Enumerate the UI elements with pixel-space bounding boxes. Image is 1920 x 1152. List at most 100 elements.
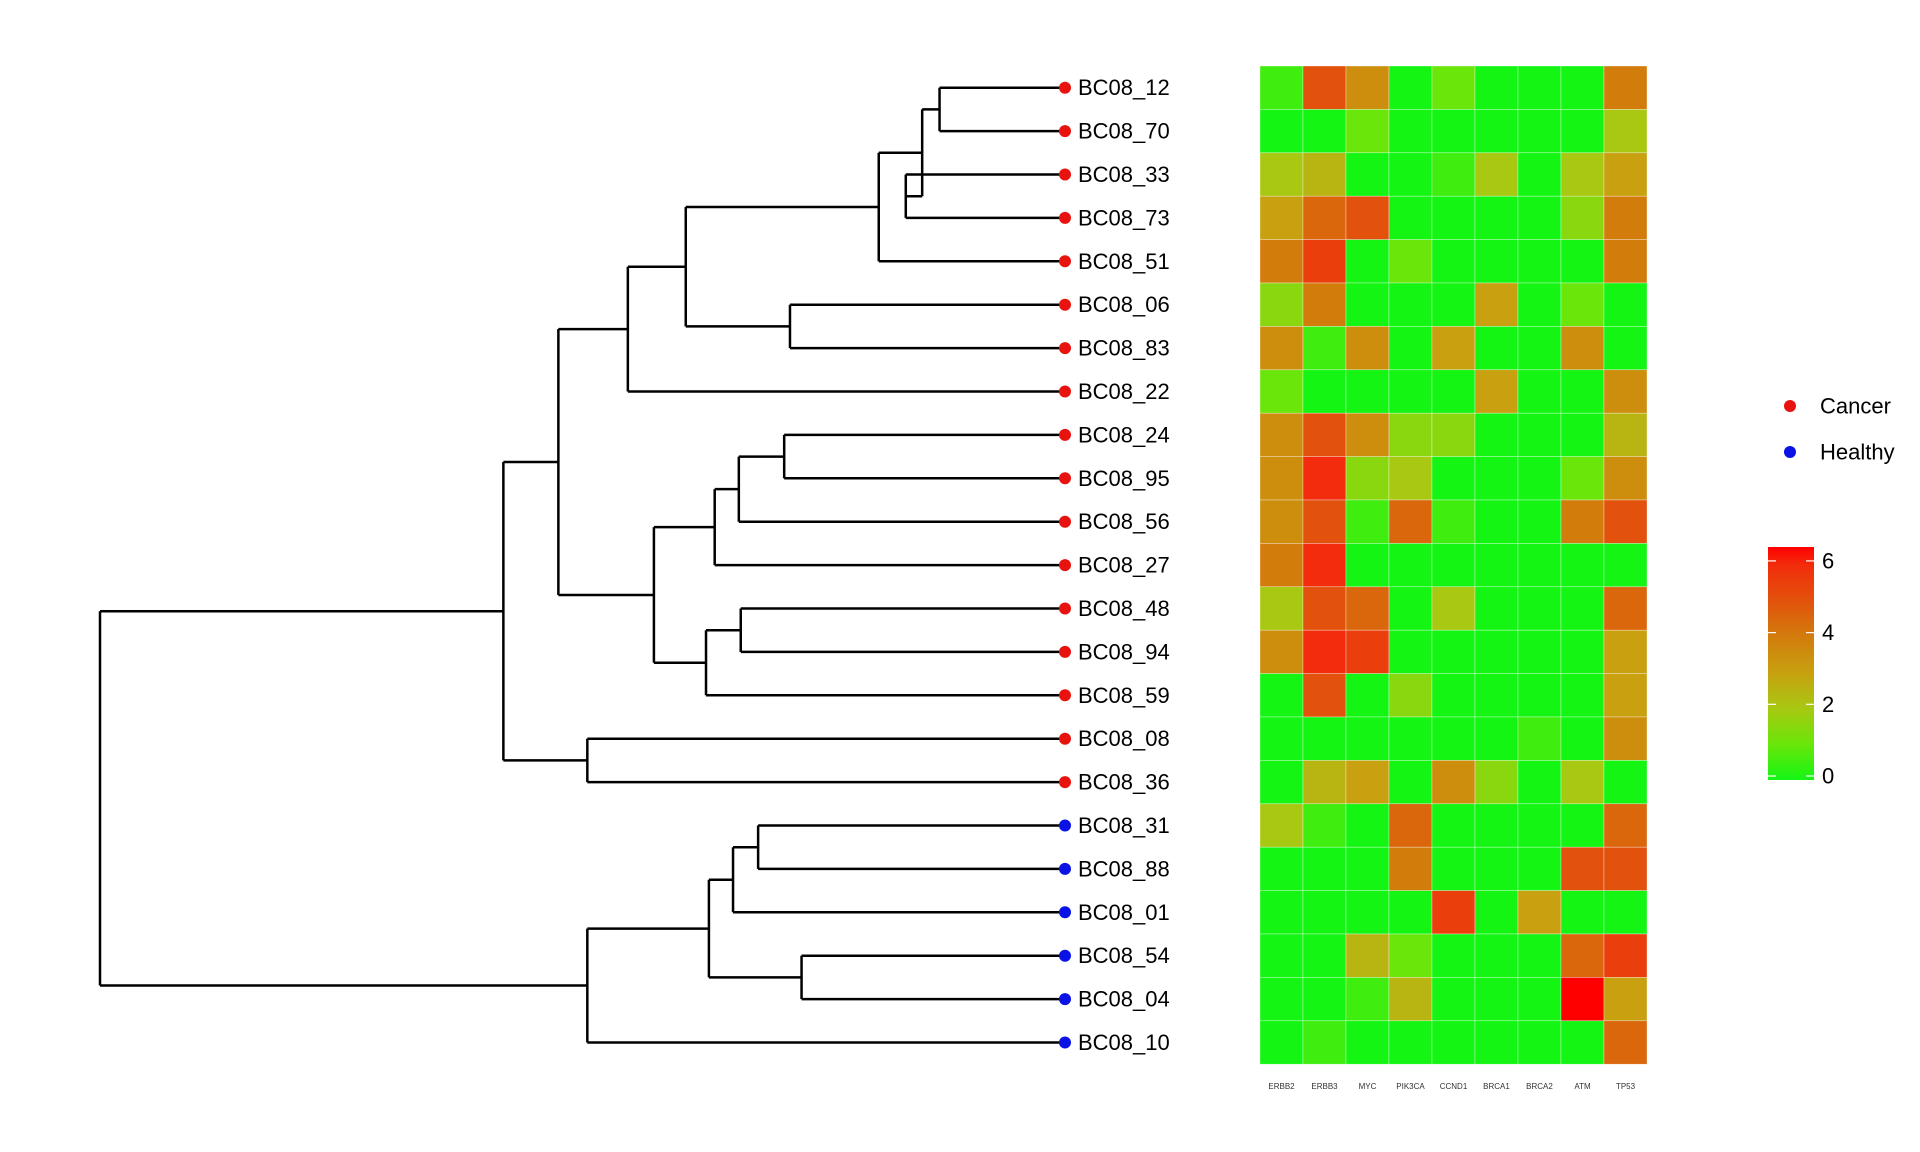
heatmap-cell bbox=[1560, 499, 1605, 544]
heatmap-cell bbox=[1345, 543, 1390, 588]
heatmap-cell bbox=[1603, 499, 1648, 544]
heatmap-cell bbox=[1560, 629, 1605, 674]
sample-label: BC08_31 bbox=[1078, 813, 1170, 838]
heatmap-cell bbox=[1517, 846, 1562, 891]
heatmap-cell bbox=[1603, 760, 1648, 805]
leaf-dot bbox=[1059, 168, 1071, 181]
group-legend-dot bbox=[1784, 400, 1796, 412]
gene-labels: ERBB2 ERBB3 MYC PIK3CA CCND1 BRCA1 BRCA2 ATM TP5… bbox=[1268, 1082, 1635, 1091]
gene-label: MYC bbox=[1359, 1082, 1377, 1091]
heatmap-cell bbox=[1302, 195, 1347, 240]
heatmap-cell bbox=[1517, 65, 1562, 110]
heatmap-cell bbox=[1302, 673, 1347, 718]
heatmap-cell bbox=[1603, 456, 1648, 501]
leaf-dot bbox=[1059, 993, 1071, 1006]
heatmap-cell bbox=[1474, 933, 1519, 978]
heatmap-cell bbox=[1302, 456, 1347, 501]
gene-label: ERBB2 bbox=[1268, 1082, 1295, 1091]
heatmap-cell bbox=[1603, 239, 1648, 284]
sample-label: BC08_94 bbox=[1078, 639, 1170, 664]
heatmap-cell bbox=[1431, 195, 1476, 240]
leaf-dot bbox=[1059, 819, 1071, 832]
heatmap-cell bbox=[1388, 456, 1433, 501]
heatmap-cell bbox=[1345, 195, 1390, 240]
heatmap-cell bbox=[1259, 586, 1304, 631]
heatmap-cell bbox=[1603, 152, 1648, 197]
heatmap-cell bbox=[1259, 282, 1304, 327]
heatmap-cell bbox=[1517, 282, 1562, 327]
heatmap-cell bbox=[1302, 890, 1347, 935]
sample-label: BC08_27 bbox=[1078, 553, 1170, 578]
sample-label: BC08_48 bbox=[1078, 596, 1170, 621]
heatmap-cell bbox=[1474, 543, 1519, 588]
heatmap-cell bbox=[1560, 152, 1605, 197]
heatmap-cell bbox=[1259, 239, 1304, 284]
leaf-dot bbox=[1059, 1036, 1071, 1049]
heatmap-cell bbox=[1603, 977, 1648, 1022]
gene-label: BRCA2 bbox=[1526, 1082, 1553, 1091]
leaf-dot bbox=[1059, 906, 1071, 919]
heatmap-cell bbox=[1474, 629, 1519, 674]
heatmap-cell bbox=[1560, 586, 1605, 631]
heatmap-cell bbox=[1259, 977, 1304, 1022]
leaf-dot bbox=[1059, 125, 1071, 138]
heatmap-cell bbox=[1302, 282, 1347, 327]
leaf-dot bbox=[1059, 689, 1071, 702]
heatmap-cell bbox=[1517, 369, 1562, 414]
heatmap-cell bbox=[1259, 369, 1304, 414]
heatmap-cell bbox=[1560, 933, 1605, 978]
heatmap-cell bbox=[1603, 65, 1648, 110]
heatmap-cell bbox=[1474, 326, 1519, 371]
heatmap-cell bbox=[1431, 760, 1476, 805]
heatmap-cell bbox=[1259, 152, 1304, 197]
heatmap-cell bbox=[1431, 1020, 1476, 1065]
heatmap-cell bbox=[1431, 673, 1476, 718]
heatmap-cell bbox=[1302, 369, 1347, 414]
heatmap-cell bbox=[1560, 543, 1605, 588]
heatmap-cell bbox=[1302, 933, 1347, 978]
heatmap-cell bbox=[1603, 543, 1648, 588]
heatmap-cell bbox=[1302, 65, 1347, 110]
heatmap-cell bbox=[1474, 499, 1519, 544]
heatmap-cell bbox=[1560, 673, 1605, 718]
heatmap-cell bbox=[1302, 499, 1347, 544]
heatmap-cell bbox=[1517, 543, 1562, 588]
leaf-dot bbox=[1059, 472, 1071, 485]
heatmap-cell bbox=[1431, 456, 1476, 501]
heatmap-cell bbox=[1517, 152, 1562, 197]
heatmap-cell bbox=[1388, 629, 1433, 674]
sample-label: BC08_70 bbox=[1078, 119, 1170, 144]
color-scale-legend: 0 2 4 6 bbox=[1768, 547, 1834, 789]
heatmap-cell bbox=[1259, 803, 1304, 848]
heatmap-cell bbox=[1431, 65, 1476, 110]
leaf-dot bbox=[1059, 428, 1071, 441]
heatmap-cell bbox=[1388, 109, 1433, 154]
heatmap-cell bbox=[1345, 456, 1390, 501]
sample-label: BC08_12 bbox=[1078, 75, 1170, 100]
heatmap-cell bbox=[1431, 369, 1476, 414]
heatmap-cell bbox=[1302, 716, 1347, 761]
leaf-dot bbox=[1059, 732, 1071, 745]
heatmap-cell bbox=[1388, 933, 1433, 978]
heatmap-cell bbox=[1345, 499, 1390, 544]
group-legend-label: Healthy bbox=[1820, 440, 1895, 465]
heatmap-cell bbox=[1302, 152, 1347, 197]
sample-label: BC08_33 bbox=[1078, 162, 1170, 187]
heatmap-cell bbox=[1517, 803, 1562, 848]
heatmap-cell bbox=[1474, 890, 1519, 935]
heatmap-cell bbox=[1603, 673, 1648, 718]
heatmap-cell bbox=[1474, 586, 1519, 631]
heatmap-cell bbox=[1474, 846, 1519, 891]
sample-label: BC08_51 bbox=[1078, 249, 1170, 274]
heatmap-cell bbox=[1603, 890, 1648, 935]
heatmap-cell bbox=[1560, 326, 1605, 371]
sample-label: BC08_22 bbox=[1078, 379, 1170, 404]
heatmap-cell bbox=[1302, 586, 1347, 631]
heatmap-cell bbox=[1560, 456, 1605, 501]
gene-label: BRCA1 bbox=[1483, 1082, 1510, 1091]
heatmap-cell bbox=[1431, 499, 1476, 544]
sample-label: BC08_83 bbox=[1078, 336, 1170, 361]
heatmap-cell bbox=[1560, 846, 1605, 891]
heatmap-cell bbox=[1560, 760, 1605, 805]
heatmap-cell bbox=[1603, 326, 1648, 371]
